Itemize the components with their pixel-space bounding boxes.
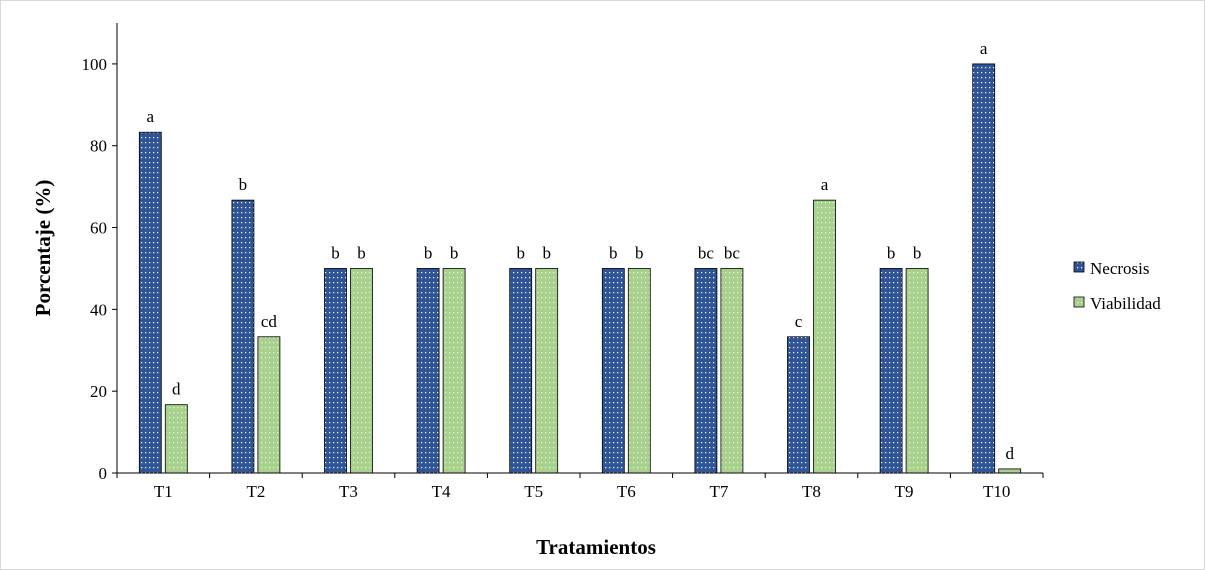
bar-necrosis-t3	[324, 268, 347, 474]
significance-label-necrosis-t4: b	[424, 243, 433, 262]
bar-necrosis-t9	[879, 268, 903, 474]
significance-label-necrosis-t8: c	[795, 312, 803, 331]
x-tick-label: T3	[339, 482, 358, 501]
x-tick-label: T2	[246, 482, 265, 501]
legend-swatch-viabilidad	[1073, 296, 1085, 308]
bar-necrosis-t8	[787, 336, 810, 474]
y-tick-label: 20	[90, 382, 107, 401]
significance-label-viabilidad-t4: b	[450, 243, 459, 262]
significance-label-viabilidad-t7: bc	[724, 243, 741, 262]
significance-label-viabilidad-t1: d	[172, 380, 181, 399]
significance-label-viabilidad-t3: b	[357, 243, 366, 262]
bar-viabilidad-t10	[998, 468, 1022, 474]
bar-viabilidad-t5	[535, 268, 559, 474]
legend-label-viabilidad: Viabilidad	[1090, 294, 1161, 313]
significance-label-necrosis-t2: b	[239, 175, 248, 194]
bar-necrosis-t6	[601, 268, 625, 474]
y-tick-label: 100	[82, 55, 108, 74]
x-tick-label: T10	[983, 482, 1010, 501]
bar-viabilidad-t8	[813, 199, 836, 474]
legend: Necrosis Viabilidad	[1073, 259, 1161, 313]
legend-label-necrosis: Necrosis	[1090, 259, 1149, 278]
x-tick-label: T9	[895, 482, 914, 501]
bar-viabilidad-t4	[442, 268, 466, 474]
x-tick-label: T8	[802, 482, 821, 501]
significance-label-viabilidad-t10: d	[1005, 444, 1014, 463]
x-tick-label: T4	[432, 482, 451, 501]
y-tick-label: 40	[90, 300, 107, 319]
axes-layer	[116, 23, 1043, 474]
x-axis-title: Tratamientos	[536, 535, 656, 559]
x-tick-label: T7	[709, 482, 728, 501]
x-tick-label: T5	[524, 482, 543, 501]
significance-label-viabilidad-t2: cd	[261, 312, 278, 331]
bar-necrosis-t5	[509, 268, 533, 474]
bar-necrosis-t1	[138, 131, 162, 474]
significance-label-necrosis-t6: b	[609, 243, 618, 262]
y-tick-label: 60	[90, 219, 107, 238]
significance-label-viabilidad-t5: b	[542, 243, 551, 262]
y-tick-label: 0	[99, 464, 108, 483]
bar-viabilidad-t3	[350, 268, 373, 474]
significance-label-necrosis-t1: a	[147, 107, 155, 126]
x-tick-label: T1	[154, 482, 173, 501]
bar-necrosis-t2	[231, 199, 255, 474]
bar-viabilidad-t1	[164, 404, 188, 474]
significance-label-necrosis-t10: a	[980, 39, 988, 58]
y-tick-label: 80	[90, 137, 107, 156]
bar-necrosis-t7	[694, 268, 718, 474]
bar-viabilidad-t6	[627, 268, 651, 474]
bar-viabilidad-t2	[257, 336, 281, 474]
significance-label-viabilidad-t6: b	[635, 243, 644, 262]
significance-label-necrosis-t5: b	[516, 243, 525, 262]
x-tick-label: T6	[617, 482, 636, 501]
bar-necrosis-t10	[972, 63, 996, 474]
significance-label-necrosis-t7: bc	[698, 243, 715, 262]
significance-label-viabilidad-t8: a	[821, 175, 829, 194]
significance-label-necrosis-t9: b	[887, 243, 896, 262]
bar-viabilidad-t7	[720, 268, 744, 474]
significance-label-viabilidad-t9: b	[913, 243, 922, 262]
bar-necrosis-t4	[416, 268, 440, 474]
significance-label-necrosis-t3: b	[331, 243, 340, 262]
y-axis-title: Porcentaje (%)	[31, 180, 55, 317]
bars-layer	[138, 63, 1022, 474]
y-ticks-layer: 0 20 40 60 80 100	[82, 55, 117, 483]
bar-viabilidad-t9	[905, 268, 929, 474]
legend-swatch-necrosis	[1073, 261, 1085, 273]
x-ticks-layer: T1 T2 T3 T4 T5 T6 T7 T8 T9 T10	[116, 473, 1044, 501]
